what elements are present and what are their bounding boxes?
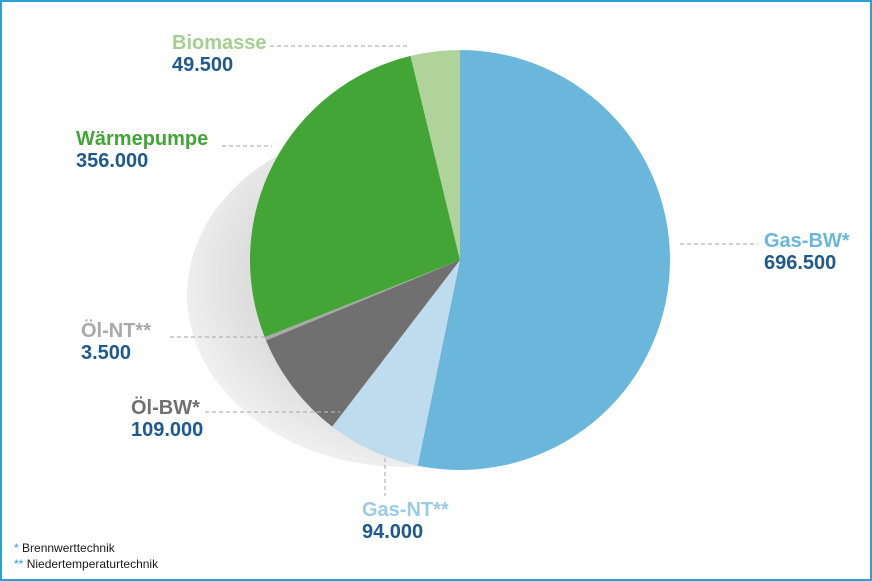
- footnote-2: ** Niedertemperaturtechnik: [14, 556, 158, 572]
- slice-value-oel-nt: 3.500: [81, 342, 132, 364]
- slice-name-gas-bw: Gas-BW*: [764, 230, 850, 252]
- footnote-1: * Brennwerttechnik: [14, 540, 158, 556]
- label-gas-nt: Gas-NT** 94.000: [362, 499, 449, 543]
- slice-value-waermepumpe: 356.000: [76, 150, 149, 172]
- pie-slice-oel-nt: [264, 260, 460, 341]
- slice-value-gas-nt: 94.000: [362, 521, 424, 543]
- footnote-2-mark: **: [14, 557, 24, 571]
- label-biomasse: Biomasse 49.500: [172, 32, 267, 76]
- slice-value-biomasse: 49.500: [172, 54, 234, 76]
- footnote-2-text: Niedertemperaturtechnik: [26, 557, 159, 571]
- footnotes: * Brennwerttechnik ** Niedertemperaturte…: [14, 540, 158, 572]
- slice-value-gas-bw: 696.500: [764, 252, 837, 274]
- label-oel-bw: Öl-BW* 109.000: [131, 397, 203, 441]
- slice-name-gas-nt: Gas-NT**: [362, 499, 449, 521]
- slice-name-biomasse: Biomasse: [172, 32, 267, 54]
- slice-name-oel-bw: Öl-BW*: [131, 397, 200, 419]
- footnote-1-text: Brennwerttechnik: [22, 541, 115, 555]
- pie-slice-biomasse: [410, 50, 460, 260]
- slice-name-oel-nt: Öl-NT**: [81, 320, 151, 342]
- pie-slice-gas-bw: [417, 50, 671, 470]
- pie-slice-gas-nt: [332, 260, 460, 466]
- label-waermepumpe: Wärmepumpe 356.000: [76, 128, 208, 172]
- pie-slice-oel-bw: [266, 260, 460, 427]
- label-oel-nt: Öl-NT** 3.500: [81, 320, 151, 364]
- footnote-1-mark: *: [14, 541, 19, 555]
- slice-name-waermepumpe: Wärmepumpe: [76, 128, 209, 150]
- slice-value-oel-bw: 109.000: [131, 419, 204, 441]
- pie-slice-waermepumpe: [250, 55, 460, 338]
- label-gas-bw: Gas-BW* 696.500: [764, 230, 850, 274]
